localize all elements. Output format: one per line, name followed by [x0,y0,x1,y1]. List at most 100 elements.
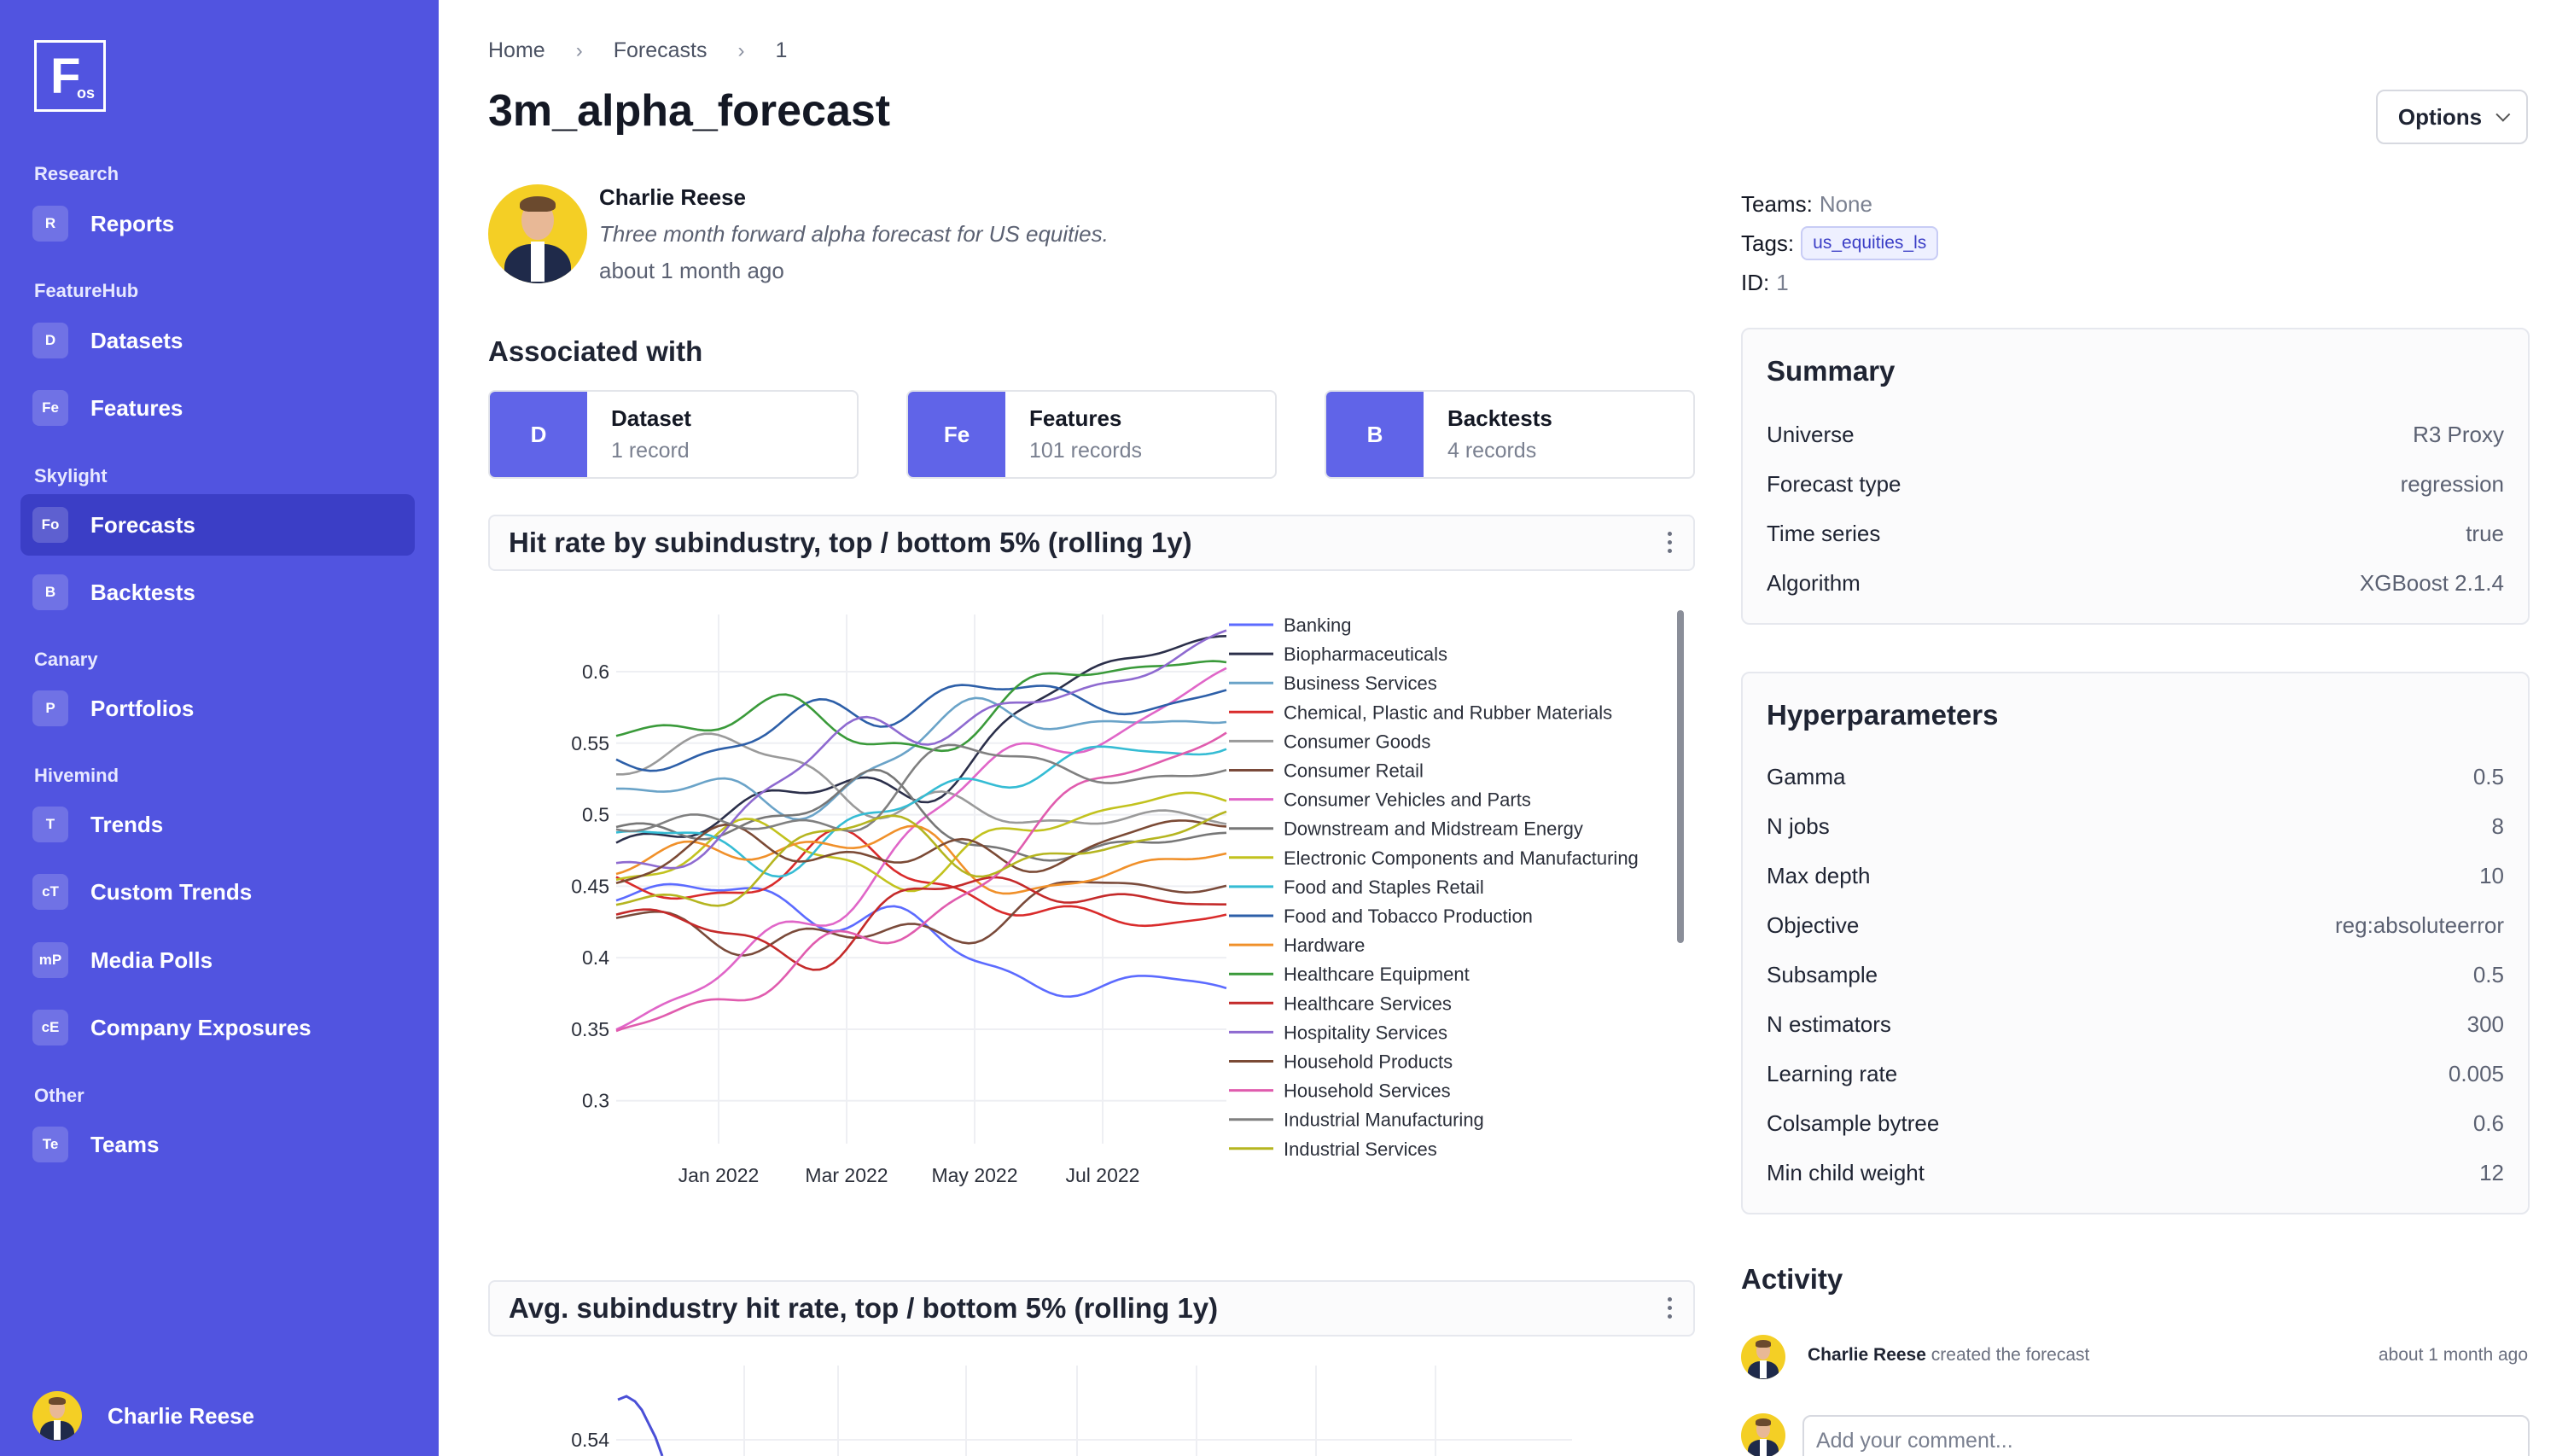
hyperparam-value: 0.6 [2472,1110,2504,1136]
summary-panel: Summary Universe R3 Proxy Forecast type re… [1741,328,2530,625]
hyperparam-key: Gamma [1767,764,1846,789]
hyperparam-row: Learning rate 0.005 [1767,1061,2504,1087]
section-canary: Canary [34,649,98,670]
media-polls-badge-icon: mP [32,942,68,978]
activity-user[interactable]: Charlie Reese [1808,1345,1926,1365]
hyperparam-row: Min child weight 12 [1767,1160,2504,1186]
teams-value: None [1819,190,1872,217]
chevron-right-icon: › [737,38,745,62]
hyperparam-row: Colsample bytree 0.6 [1767,1110,2504,1137]
series-line [615,810,1227,907]
sidebar-item-company-exposures[interactable]: cE Company Exposures [20,997,415,1058]
hyperparam-row: Gamma 0.5 [1767,764,2504,790]
sidebar-item-features[interactable]: Fe Features [20,377,415,439]
hyperparam-key: N jobs [1767,813,1830,839]
hyperparam-key: N estimators [1767,1011,1891,1037]
y-tick-label: 0.45 [571,875,609,897]
more-vertical-icon[interactable] [1668,532,1673,557]
chart1-title: Hit rate by subindustry, top / bottom 5%… [509,527,1192,558]
summary-key: Time series [1767,521,1881,546]
sidebar-item-teams[interactable]: Te Teams [20,1114,415,1175]
summary-row: Forecast type regression [1767,471,2504,498]
assoc-card-features[interactable]: Fe Features 101 records [906,390,1277,479]
sidebar-item-custom-trends[interactable]: cT Custom Trends [20,861,415,923]
comment-input[interactable] [1802,1415,2530,1456]
tag-badge[interactable]: us_equities_ls [1801,226,1939,260]
assoc-count: 4 records [1447,439,1537,463]
breadcrumb-home[interactable]: Home [488,38,545,62]
associated-title: Associated with [488,335,703,367]
assoc-count: 101 records [1029,439,1143,463]
sidebar-item-backtests[interactable]: B Backtests [20,562,415,623]
assoc-card-backtests[interactable]: B Backtests 4 records [1325,390,1695,479]
app-logo[interactable]: F os [34,40,106,112]
logo-sub: os [76,84,95,102]
legend-label: Healthcare Services [1284,993,1452,1014]
sidebar-item-forecasts[interactable]: Fo Forecasts [20,494,415,556]
dataset-badge-icon: D [490,392,587,477]
forecast-description: Three month forward alpha forecast for U… [599,221,1109,247]
summary-key: Algorithm [1767,570,1861,596]
y-tick-label: 0.4 [582,946,609,969]
sidebar-user[interactable]: Charlie Reese [32,1391,254,1441]
assoc-card-dataset[interactable]: D Dataset 1 record [488,390,859,479]
hyperparam-key: Colsample bytree [1767,1110,1940,1136]
activity-title: Activity [1741,1263,1843,1295]
hyperparam-value: 0.5 [2472,764,2504,789]
x-tick-label: Mar 2022 [805,1164,888,1186]
hyperparam-value: 0.005 [2448,1061,2504,1086]
section-research: Research [34,163,119,184]
id-label: ID: [1741,269,1770,295]
owner-name[interactable]: Charlie Reese [599,184,746,210]
sidebar-item-label: Media Polls [90,946,213,973]
sidebar-item-trends[interactable]: T Trends [20,794,415,855]
activity-avatar [1741,1335,1785,1379]
backtests-badge-icon: B [32,574,68,610]
series-line [615,660,1227,753]
hyperparam-row: Objective reg:absoluteerror [1767,912,2504,939]
breadcrumb: Home › Forecasts › 1 [488,38,787,63]
legend-label: Electronic Components and Manufacturing [1284,847,1639,869]
assoc-label: Dataset [611,405,691,431]
summary-row: Time series true [1767,521,2504,547]
company-exposures-badge-icon: cE [32,1010,68,1045]
sidebar-item-label: Datasets [90,327,183,353]
hyperparam-value: reg:absoluteerror [2335,912,2504,938]
series-line [615,696,1227,821]
series-line [615,731,1227,1033]
hyperparam-value: 10 [2479,863,2504,888]
avg-hit-rate-chart: 0.54 [571,1366,1572,1456]
sidebar-item-label: Trends [90,811,164,837]
sidebar-item-label: Features [90,394,183,421]
sidebar-item-reports[interactable]: R Reports [20,193,415,254]
options-button[interactable]: Options [2376,90,2528,144]
options-label: Options [2397,103,2483,130]
logo-letter: F [50,49,81,104]
sidebar-item-label: Backtests [90,579,195,605]
features-badge-icon: Fe [32,390,68,426]
sidebar-item-datasets[interactable]: D Datasets [20,310,415,371]
forecast-meta: Teams: None Tags: us_equities_ls ID: 1 [1741,184,1939,302]
legend-label: Consumer Goods [1284,731,1430,752]
assoc-label: Features [1029,405,1122,431]
more-vertical-icon[interactable] [1668,1297,1673,1323]
sidebar-item-portfolios[interactable]: P Portfolios [20,678,415,739]
breadcrumb-forecasts[interactable]: Forecasts [613,38,708,62]
hyperparam-value: 12 [2479,1160,2504,1185]
sidebar-item-media-polls[interactable]: mP Media Polls [20,929,415,991]
sidebar-item-label: Company Exposures [90,1014,312,1040]
series-line [615,828,1227,928]
hyperparam-value: 0.5 [2472,962,2504,987]
section-skylight: Skylight [34,465,108,486]
legend-label: Food and Tobacco Production [1284,906,1533,927]
breadcrumb-current: 1 [775,38,788,62]
summary-key: Forecast type [1767,471,1901,497]
portfolios-badge-icon: P [32,690,68,726]
summary-value: true [2466,521,2504,546]
sidebar-item-label: Custom Trends [90,878,253,905]
legend-label: Household Products [1284,1051,1453,1073]
summary-value: XGBoost 2.1.4 [2359,570,2504,596]
y-tick-label: 0.3 [582,1090,609,1112]
custom-trends-badge-icon: cT [32,874,68,910]
x-tick-label: Jul 2022 [1066,1164,1140,1186]
